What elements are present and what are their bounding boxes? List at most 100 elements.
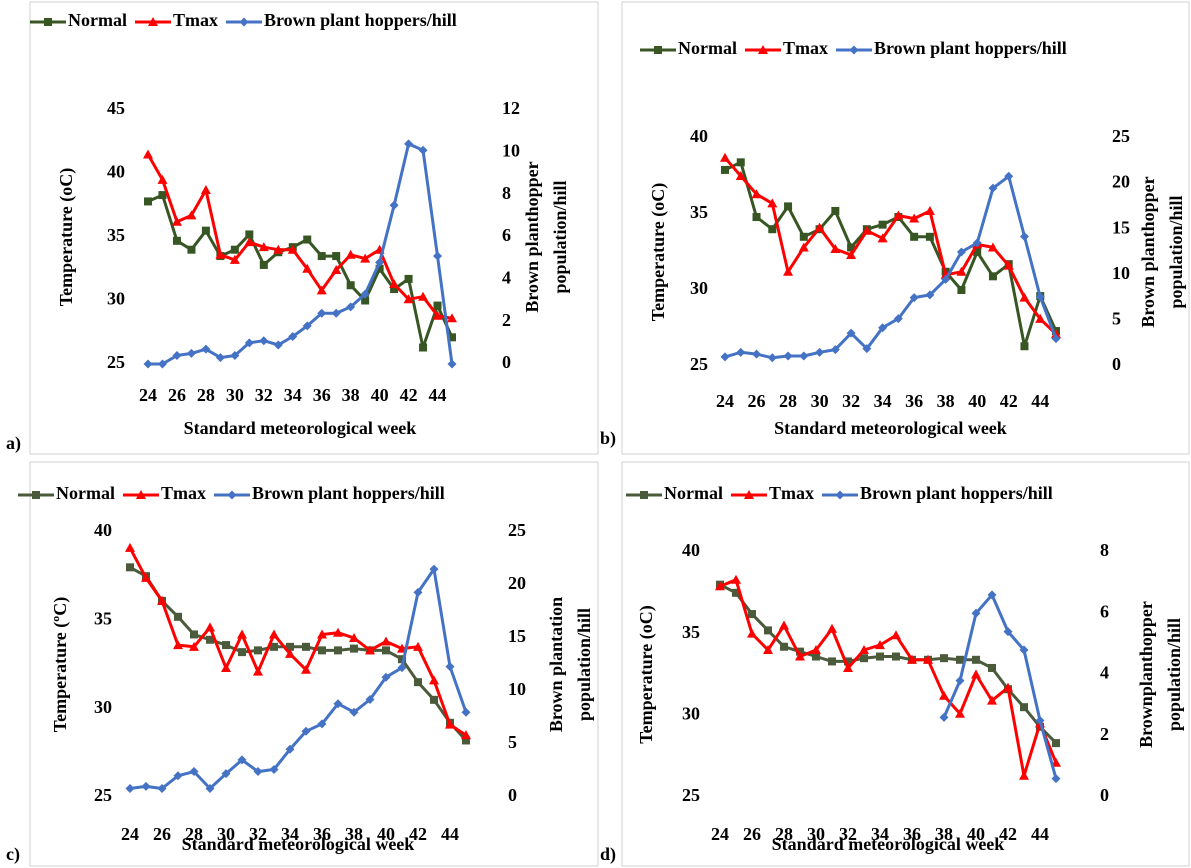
series-line — [148, 142, 454, 366]
marker — [461, 730, 471, 740]
y-tick-label: 40 — [690, 126, 708, 146]
marker — [404, 139, 414, 149]
marker — [141, 572, 151, 582]
marker — [433, 251, 443, 261]
legend-label: Normal — [678, 38, 737, 58]
marker — [909, 293, 919, 303]
x-tick-label: 40 — [967, 824, 985, 844]
marker — [382, 646, 390, 655]
marker — [173, 640, 183, 650]
marker — [157, 784, 167, 794]
x-tick-label: 28 — [185, 824, 203, 844]
marker — [830, 345, 840, 355]
y-tick-label: 40 — [107, 162, 125, 182]
marker — [346, 302, 356, 312]
x-tick-label: 26 — [748, 391, 766, 411]
marker — [332, 252, 341, 261]
y2-tick-label: 6 — [502, 225, 511, 245]
marker — [244, 237, 255, 247]
x-tick-label: 44 — [1031, 391, 1049, 411]
y2-tick-label: 20 — [508, 573, 526, 593]
series-line — [719, 583, 1058, 745]
marker — [799, 232, 808, 241]
legend-label: Brown plant hoppers/hill — [874, 38, 1067, 58]
y2-tick-label: 15 — [1112, 217, 1130, 237]
marker — [349, 633, 359, 642]
marker — [301, 664, 311, 674]
marker — [892, 652, 900, 661]
marker — [403, 294, 414, 304]
marker — [1019, 770, 1029, 780]
y-axis-label: Temperature (oC) — [636, 605, 657, 743]
marker — [847, 243, 856, 252]
y-tick-label: 30 — [94, 697, 112, 717]
marker — [827, 623, 837, 633]
x-tick-label: 40 — [968, 391, 986, 411]
marker — [1019, 645, 1029, 655]
marker — [972, 655, 980, 664]
marker — [752, 349, 762, 359]
marker — [397, 663, 407, 673]
marker — [971, 608, 981, 618]
marker — [333, 627, 343, 637]
marker — [747, 628, 757, 638]
marker — [174, 612, 182, 621]
marker — [404, 274, 413, 283]
marker — [418, 291, 429, 301]
marker — [375, 257, 385, 267]
x-tick-label: 30 — [217, 824, 235, 844]
marker — [940, 654, 948, 663]
marker — [143, 149, 153, 159]
x-tick-label: 30 — [226, 385, 244, 405]
marker — [259, 260, 268, 269]
marker — [302, 263, 313, 273]
marker — [843, 662, 853, 672]
marker — [732, 588, 740, 597]
marker — [413, 641, 423, 651]
legend-label: Brown plant hoppers/hill — [860, 483, 1053, 503]
marker — [331, 265, 342, 275]
marker — [878, 323, 888, 333]
marker — [365, 645, 375, 655]
marker — [135, 490, 146, 499]
y2-axis-label: population/hill — [1166, 195, 1186, 308]
marker — [365, 694, 375, 704]
marker — [799, 351, 809, 361]
legend-label: Brown plant hoppers/hill — [264, 10, 457, 30]
series — [143, 149, 457, 323]
marker — [784, 202, 793, 211]
marker — [1051, 334, 1061, 344]
marker — [206, 635, 214, 644]
marker — [736, 158, 745, 167]
marker — [285, 648, 295, 658]
y2-tick-label: 8 — [1100, 540, 1109, 560]
panel-frame — [621, 1, 1190, 455]
marker — [398, 655, 406, 664]
y2-tick-label: 5 — [508, 732, 517, 752]
series-line — [723, 156, 1058, 336]
y-axis-label: Temperature (oC) — [56, 168, 77, 306]
marker — [205, 784, 215, 794]
marker — [878, 220, 887, 229]
marker — [447, 359, 457, 369]
marker — [433, 301, 442, 310]
marker — [157, 359, 167, 369]
x-tick-label: 30 — [807, 824, 825, 844]
marker — [956, 266, 967, 276]
marker — [189, 767, 199, 777]
y-tick-label: 35 — [682, 622, 700, 642]
marker — [419, 343, 428, 352]
marker — [1035, 292, 1045, 302]
x-tick-label: 40 — [377, 824, 395, 844]
marker — [317, 308, 327, 318]
series-line — [724, 160, 1058, 348]
marker — [736, 347, 746, 357]
x-tick-label: 34 — [874, 391, 892, 411]
marker — [971, 669, 981, 679]
x-axis-label: Standard meteorological week — [772, 834, 1005, 854]
x-tick-label: 28 — [197, 385, 215, 405]
marker — [893, 210, 904, 220]
panel-label: a) — [6, 433, 21, 454]
marker — [171, 216, 182, 226]
